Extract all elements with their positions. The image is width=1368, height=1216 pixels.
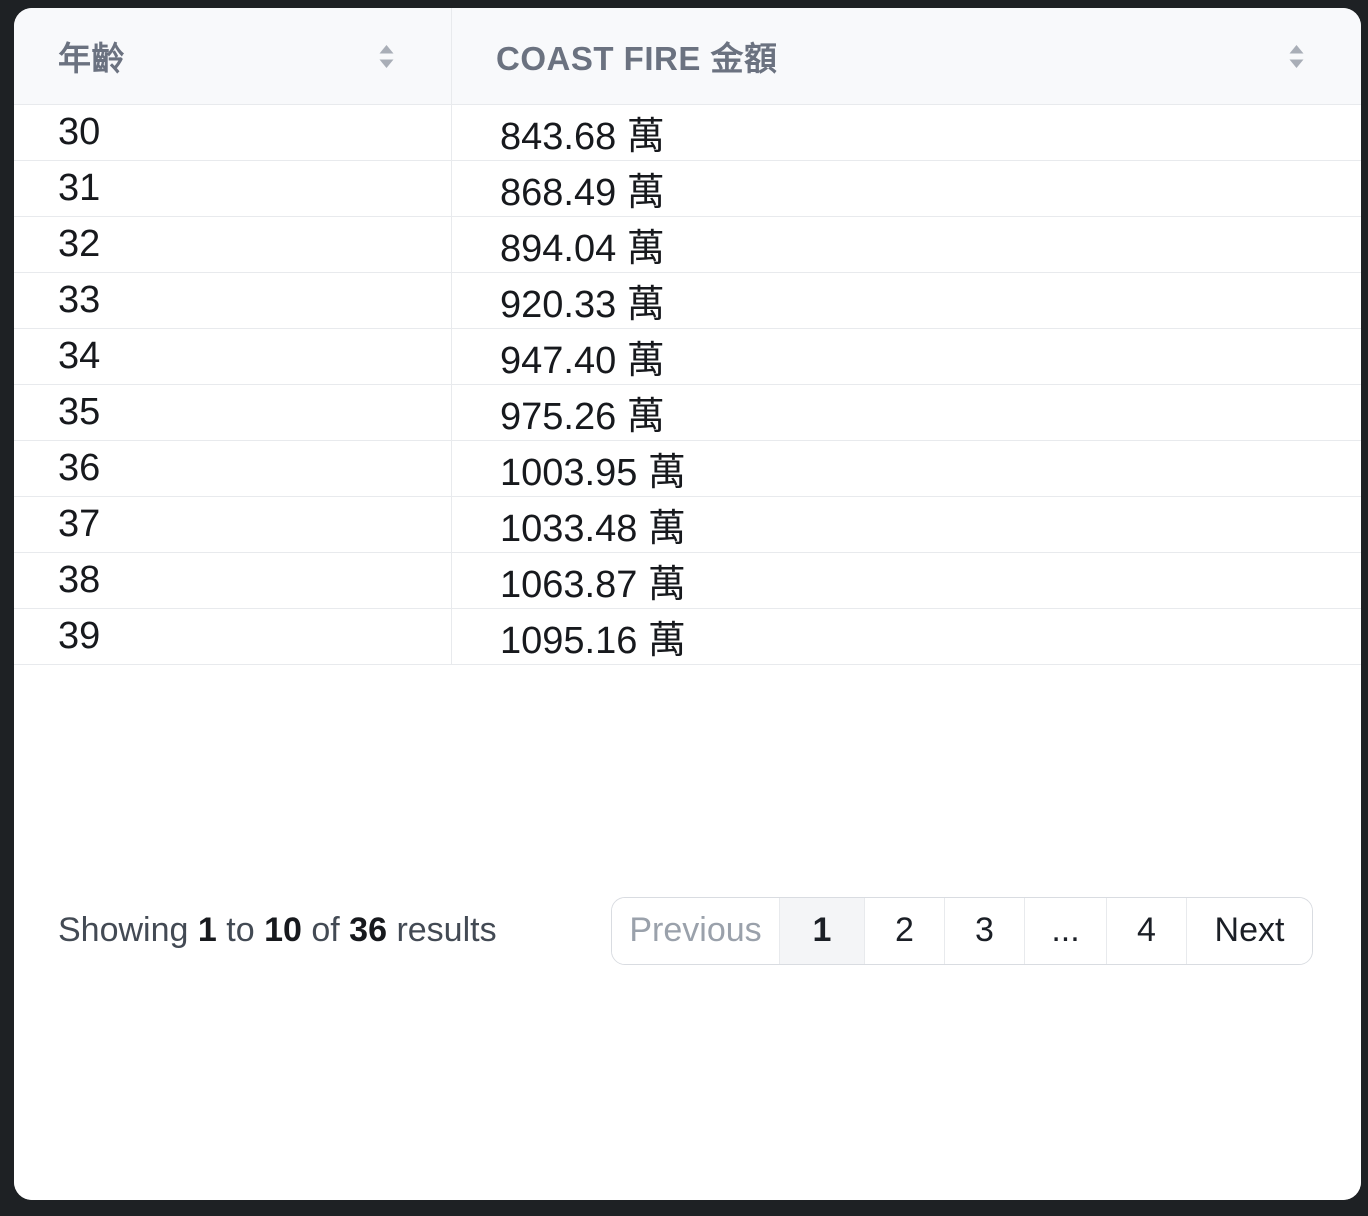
results-summary-prefix: Showing — [58, 911, 189, 949]
page-button-2[interactable]: 2 — [864, 897, 944, 964]
age-cell: 32 — [14, 217, 452, 272]
amount-cell: 1033.48 萬 — [500, 508, 686, 550]
results-total: 36 — [349, 911, 387, 949]
pagination: Previous 1 2 3 ... 4 Next — [611, 896, 1313, 965]
table-footer: Showing 1 to 10 of 36 results Previous 1… — [14, 665, 1361, 1200]
results-from: 1 — [197, 911, 217, 949]
age-cell: 37 — [14, 497, 452, 552]
next-page-button[interactable]: Next — [1186, 897, 1312, 964]
column-header-age[interactable]: 年齡 — [14, 8, 452, 104]
table-row: 34 947.40 萬 — [14, 329, 1361, 385]
amount-cell: 843.68 萬 — [500, 116, 665, 158]
age-cell: 38 — [14, 553, 452, 608]
table-row: 31 868.49 萬 — [14, 161, 1361, 217]
age-cell: 34 — [14, 329, 452, 384]
sort-arrows-icon — [1284, 43, 1309, 70]
results-summary-suffix: results — [396, 911, 497, 949]
amount-cell: 894.04 萬 — [500, 228, 665, 270]
column-header-coast-fire-amount-label: COAST FIRE 金額 — [496, 40, 778, 77]
age-cell: 30 — [14, 105, 452, 160]
results-to-word: to — [226, 911, 255, 949]
table-body: 30 843.68 萬 31 868.49 萬 32 894.04 萬 33 9… — [14, 105, 1361, 665]
results-table-card: 年齡 COAST FIRE 金額 30 843.68 萬 31 — [14, 8, 1361, 1200]
results-to: 10 — [264, 911, 302, 949]
amount-cell: 947.40 萬 — [500, 340, 665, 382]
table-row: 35 975.26 萬 — [14, 385, 1361, 441]
amount-cell: 975.26 萬 — [500, 396, 665, 438]
page-button-1[interactable]: 1 — [779, 897, 864, 964]
results-summary: Showing 1 to 10 of 36 results — [58, 911, 497, 950]
age-cell: 39 — [14, 609, 452, 664]
amount-cell: 1095.16 萬 — [500, 620, 686, 662]
page-button-3[interactable]: 3 — [944, 897, 1024, 964]
previous-page-button[interactable]: Previous — [612, 897, 779, 964]
amount-cell: 1003.95 萬 — [500, 452, 686, 494]
table-row: 38 1063.87 萬 — [14, 553, 1361, 609]
age-cell: 33 — [14, 273, 452, 328]
table-row: 36 1003.95 萬 — [14, 441, 1361, 497]
age-cell: 31 — [14, 161, 452, 216]
table-row: 32 894.04 萬 — [14, 217, 1361, 273]
table-row: 39 1095.16 萬 — [14, 609, 1361, 665]
amount-cell: 868.49 萬 — [500, 172, 665, 214]
table-row: 33 920.33 萬 — [14, 273, 1361, 329]
column-header-coast-fire-amount[interactable]: COAST FIRE 金額 — [452, 8, 1361, 104]
amount-cell: 1063.87 萬 — [500, 564, 686, 606]
page-ellipsis: ... — [1024, 897, 1106, 964]
sort-arrows-icon — [374, 43, 399, 70]
amount-cell: 920.33 萬 — [500, 284, 665, 326]
column-header-age-label: 年齡 — [58, 40, 125, 77]
table-header-row: 年齡 COAST FIRE 金額 — [14, 8, 1361, 105]
age-cell: 36 — [14, 441, 452, 496]
age-cell: 35 — [14, 385, 452, 440]
table-row: 37 1033.48 萬 — [14, 497, 1361, 553]
table-row: 30 843.68 萬 — [14, 105, 1361, 161]
results-of-word: of — [311, 911, 340, 949]
page-button-4[interactable]: 4 — [1106, 897, 1186, 964]
